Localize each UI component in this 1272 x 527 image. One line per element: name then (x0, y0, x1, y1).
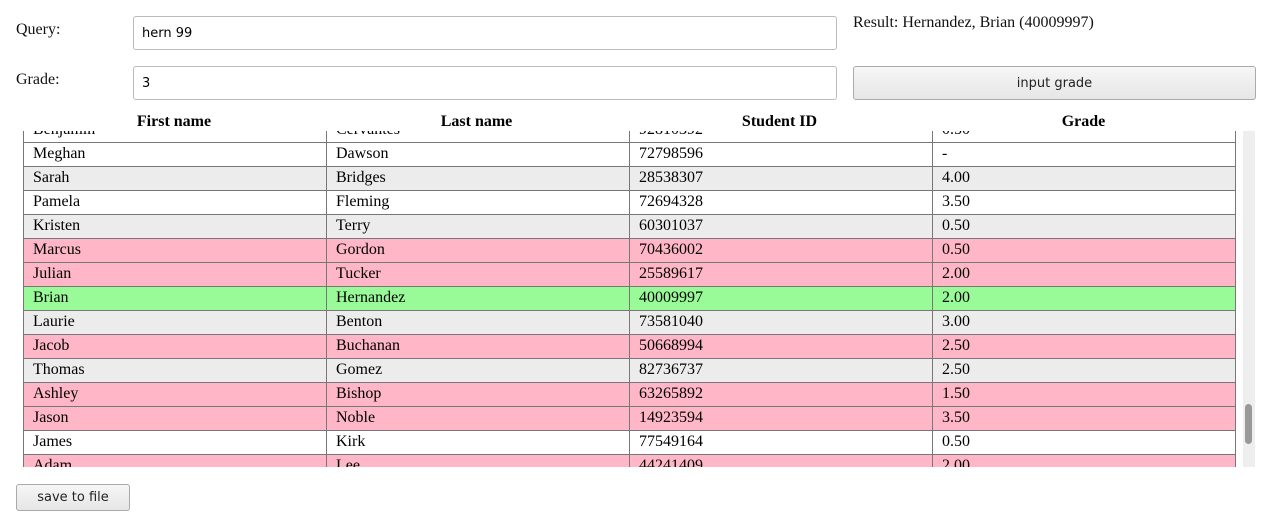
table-cell: Bishop (326, 383, 629, 406)
table-cell: 0.50 (932, 239, 1236, 262)
table-cell: Marcus (33, 241, 81, 258)
table-cell: Bridges (326, 167, 629, 190)
table-cell: 28538307 (629, 167, 932, 190)
column-header: Grade (1061, 113, 1106, 130)
table-cell: Julian (33, 265, 72, 282)
table-cell: 2.00 (932, 455, 1236, 467)
table-cell: 3.50 (932, 191, 1236, 214)
table-row: BenjaminCervantes928103920.50 (23, 131, 1236, 143)
table-cell: Pamela (33, 193, 81, 210)
table-row: Adam Lee 44241409 2.00 (23, 455, 1236, 467)
table-row: Jacob Buchanan 50668994 2.50 (23, 335, 1236, 359)
table-cell: 1.50 (932, 383, 1236, 406)
table-body: BenjaminCervantes928103920.50MeghanDawso… (23, 131, 1236, 467)
query-input[interactable]: hern 99 (133, 16, 837, 50)
table-row: Jason Noble 14923594 3.50 (23, 407, 1236, 431)
table-cell: Adam (33, 457, 73, 467)
table-cell: Benton (326, 311, 629, 334)
table-cell: Dawson (326, 143, 629, 166)
table-cell: 0.50 (932, 431, 1236, 454)
table-cell: Benjamin (24, 131, 326, 142)
table-row: Kristen Terry 60301037 0.50 (23, 215, 1236, 239)
table-cell: 63265892 (629, 383, 932, 406)
table-cell: 44241409 (629, 455, 932, 467)
table-cell: Ashley (33, 385, 79, 402)
table-cell: 92810392 (629, 131, 932, 142)
table-cell: Jacob (33, 337, 70, 354)
table-cell: 2.50 (932, 335, 1236, 358)
table-cell: Terry (326, 215, 629, 238)
table-cell: 0.50 (932, 131, 1236, 142)
scrollbar[interactable] (1243, 131, 1255, 467)
table-cell: 60301037 (629, 215, 932, 238)
table-row: Laurie Benton 73581040 3.00 (23, 311, 1236, 335)
table-cell: Thomas (33, 361, 85, 378)
table-cell: 82736737 (629, 359, 932, 382)
table-cell: 40009997 (629, 287, 932, 310)
table-cell: 2.50 (932, 359, 1236, 382)
query-label: Query: (16, 21, 61, 38)
table-cell: 77549164 (629, 431, 932, 454)
table-cell: Lee (326, 455, 629, 467)
table-cell: Noble (326, 407, 629, 430)
table-cell: Meghan (33, 145, 86, 162)
table-row: Meghan Dawson 72798596- (23, 143, 1236, 167)
table-cell: Jason (33, 409, 69, 426)
table-cell: Sarah (33, 169, 70, 186)
table-cell: Buchanan (326, 335, 629, 358)
scrollbar-thumb[interactable] (1245, 404, 1252, 444)
grade-input[interactable]: 3 (133, 66, 837, 100)
column-header: First name (136, 113, 212, 130)
table-cell: 14923594 (629, 407, 932, 430)
table-row: Ashley Bishop 63265892 1.50 (23, 383, 1236, 407)
table-cell: Fleming (326, 191, 629, 214)
grade-label: Grade: (16, 71, 60, 88)
table-cell: Laurie (33, 313, 75, 330)
table-cell: - (932, 143, 1236, 166)
table-cell: 50668994 (629, 335, 932, 358)
table-row: Thomas Gomez 82736737 2.50 (23, 359, 1236, 383)
column-header: Last name (440, 113, 513, 130)
table-cell: 25589617 (629, 263, 932, 286)
result-text: Result: Hernandez, Brian (40009997) (853, 14, 1094, 31)
table-cell: 3.00 (932, 311, 1236, 334)
table-cell: Cervantes (326, 131, 629, 142)
table-cell: Kirk (326, 431, 629, 454)
column-header: Student ID (741, 113, 818, 130)
table-cell: Gordon (326, 239, 629, 262)
table-row: Julian Tucker 25589617 2.00 (23, 263, 1236, 287)
table-cell: 2.00 (932, 287, 1236, 310)
table-cell: Brian (33, 289, 69, 306)
table-cell: 72798596 (629, 143, 932, 166)
table-row: James Kirk 77549164 0.50 (23, 431, 1236, 455)
table-cell: Kristen (33, 217, 81, 234)
input-grade-button[interactable]: input grade (853, 66, 1256, 100)
table-row: Sarah Bridges 28538307 4.00 (23, 167, 1236, 191)
table-cell: James (33, 433, 73, 450)
table-cell: 3.50 (932, 407, 1236, 430)
table-cell: 0.50 (932, 215, 1236, 238)
table-cell: Tucker (326, 263, 629, 286)
table-cell: Hernandez (326, 287, 629, 310)
table-cell: Gomez (326, 359, 629, 382)
table-cell: 4.00 (932, 167, 1236, 190)
table-row: Pamela Fleming 72694328 3.50 (23, 191, 1236, 215)
save-button[interactable]: save to file (16, 484, 130, 511)
table-row: Brian Hernandez 40009997 2.00 (23, 287, 1236, 311)
table-cell: 70436002 (629, 239, 932, 262)
table-cell: 72694328 (629, 191, 932, 214)
table-row: Marcus Gordon 70436002 0.50 (23, 239, 1236, 263)
table-cell: 2.00 (932, 263, 1236, 286)
table-cell: 73581040 (629, 311, 932, 334)
